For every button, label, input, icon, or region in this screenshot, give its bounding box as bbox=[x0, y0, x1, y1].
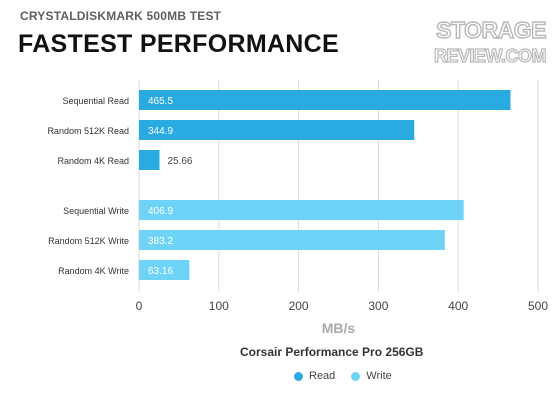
storagereview-logo: STORAGE REVIEW.COM bbox=[433, 16, 547, 66]
legend-swatch-write bbox=[351, 371, 361, 381]
bar-3 bbox=[139, 200, 464, 220]
bar-0 bbox=[139, 90, 511, 110]
bar-4 bbox=[139, 230, 445, 250]
legend-item-write: Write bbox=[351, 370, 392, 382]
value-label-3: 406.9 bbox=[148, 206, 173, 217]
legend-item-read: Read bbox=[294, 370, 335, 382]
tick-label-400: 400 bbox=[448, 299, 468, 313]
bar-2 bbox=[139, 150, 160, 170]
legend-title: Corsair Performance Pro 256GB bbox=[240, 345, 424, 359]
legend-label-write: Write bbox=[366, 370, 392, 382]
value-label-2: 25.66 bbox=[167, 156, 192, 167]
value-label-0: 465.5 bbox=[148, 96, 173, 107]
logo-line-2: REVIEW.COM bbox=[434, 46, 546, 66]
category-label-3: Sequential Write bbox=[63, 206, 129, 216]
category-label-5: Random 4K Write bbox=[58, 266, 129, 276]
value-label-5: 63.16 bbox=[148, 266, 173, 277]
category-label-2: Random 4K Read bbox=[57, 156, 129, 166]
x-axis-label: MB/s bbox=[322, 320, 356, 336]
tick-label-500: 500 bbox=[528, 299, 548, 313]
legend-swatch-read bbox=[294, 371, 303, 381]
bar-1 bbox=[139, 120, 415, 140]
tick-label-300: 300 bbox=[368, 299, 388, 313]
tick-label-0: 0 bbox=[136, 299, 143, 313]
value-label-1: 344.9 bbox=[148, 126, 173, 137]
chart-title: FASTEST PERFORMANCE bbox=[18, 30, 339, 58]
legend-label-read: Read bbox=[309, 370, 336, 382]
bar-5 bbox=[139, 260, 190, 280]
logo-line-1: STORAGE bbox=[436, 17, 546, 43]
category-label-0: Sequential Read bbox=[62, 96, 129, 106]
tick-label-100: 100 bbox=[209, 299, 229, 313]
chart-subtitle: CRYSTALDISKMARK 500MB TEST bbox=[20, 9, 222, 23]
legend: Read Write bbox=[294, 370, 408, 382]
value-label-4: 383.2 bbox=[148, 236, 173, 247]
tick-label-200: 200 bbox=[289, 299, 309, 313]
category-label-4: Random 512K Write bbox=[48, 236, 129, 246]
category-label-1: Random 512K Read bbox=[47, 126, 129, 136]
